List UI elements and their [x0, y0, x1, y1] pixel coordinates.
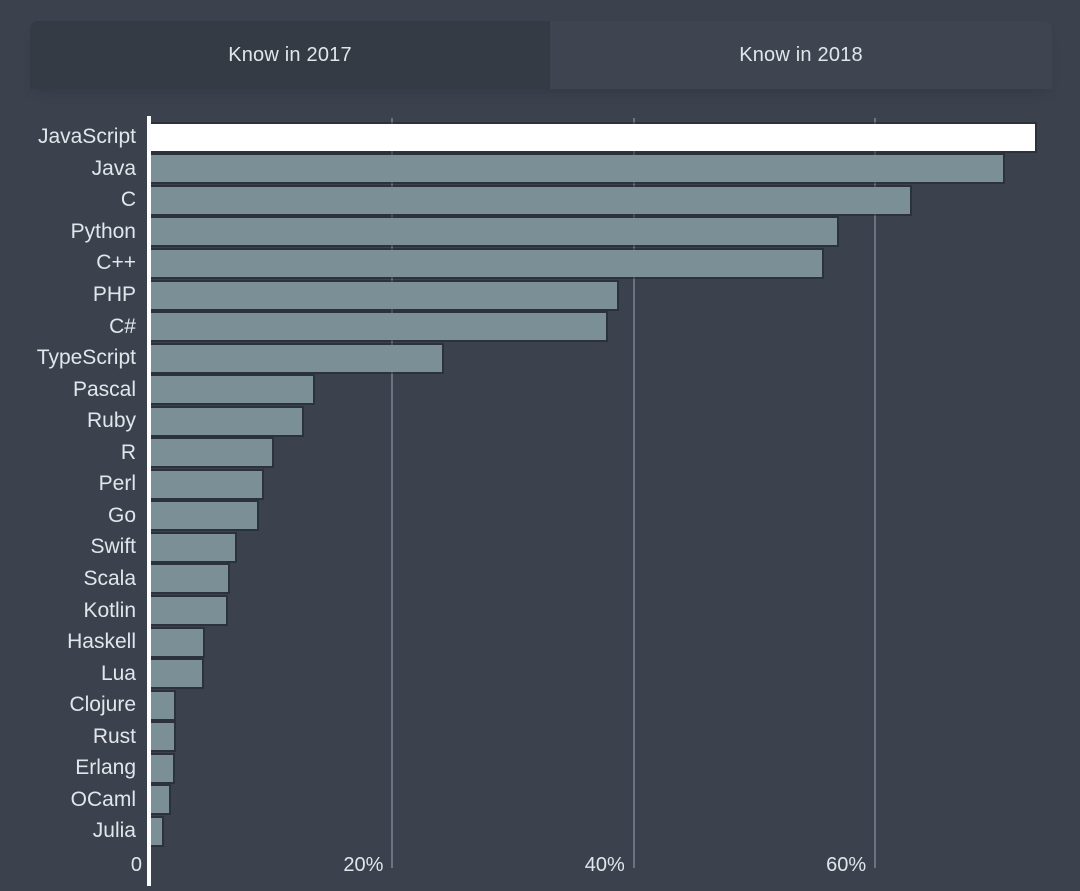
category-label: C: [120, 188, 136, 212]
x-tick-label: 60%: [826, 854, 867, 876]
x-gridline: [874, 118, 877, 868]
bar: [151, 723, 174, 751]
bar: [151, 155, 1004, 183]
bar: [151, 817, 162, 845]
category-label: Lua: [100, 661, 136, 685]
bar: [151, 218, 837, 246]
bar: [151, 597, 226, 625]
tab-know-2018[interactable]: Know in 2018: [550, 21, 1052, 89]
bar: [151, 344, 442, 372]
x-gridline: [391, 118, 394, 868]
category-label: C#: [109, 314, 136, 338]
category-label: PHP: [92, 283, 136, 307]
bar: [151, 628, 203, 656]
category-label: Scala: [83, 566, 136, 590]
category-label: Pascal: [72, 377, 136, 401]
bar: [151, 786, 170, 814]
tab-know-2017[interactable]: Know in 2017: [30, 21, 550, 89]
category-label: Erlang: [75, 756, 136, 780]
bar: [151, 660, 202, 688]
bar: [151, 281, 617, 309]
category-label: OCaml: [70, 787, 136, 811]
category-label: Perl: [98, 472, 136, 496]
bar: [151, 533, 236, 561]
category-label: R: [120, 440, 136, 464]
year-tabbar: Know in 2017 Know in 2018: [30, 21, 1052, 89]
bar: [151, 565, 229, 593]
bar: [151, 407, 302, 435]
bar: [151, 376, 313, 404]
category-label: Rust: [92, 724, 136, 748]
x-gridline: [632, 118, 635, 868]
bar: [151, 502, 258, 530]
category-label: Haskell: [67, 630, 136, 654]
category-label: Swift: [90, 535, 136, 559]
x-tick-label: 40%: [584, 854, 625, 876]
category-label: Julia: [92, 819, 136, 843]
x-tick-label: 0: [130, 854, 142, 876]
category-label: Python: [70, 219, 136, 243]
bar: [151, 123, 1035, 151]
x-tick-label: 20%: [343, 854, 384, 876]
y-axis-line: [147, 116, 151, 886]
bar: [151, 691, 174, 719]
bar: [151, 249, 823, 277]
category-label: Kotlin: [83, 598, 136, 622]
category-label: TypeScript: [36, 346, 136, 370]
category-label: Java: [91, 156, 136, 180]
bar: [151, 754, 173, 782]
bar: [151, 313, 607, 341]
category-label: JavaScript: [37, 125, 136, 149]
category-label: C++: [96, 251, 136, 275]
category-label: Ruby: [86, 409, 136, 433]
bar: [151, 470, 263, 498]
bar: [151, 439, 272, 467]
category-label: Clojure: [69, 693, 136, 717]
bar: [151, 186, 911, 214]
category-label: Go: [107, 503, 136, 527]
